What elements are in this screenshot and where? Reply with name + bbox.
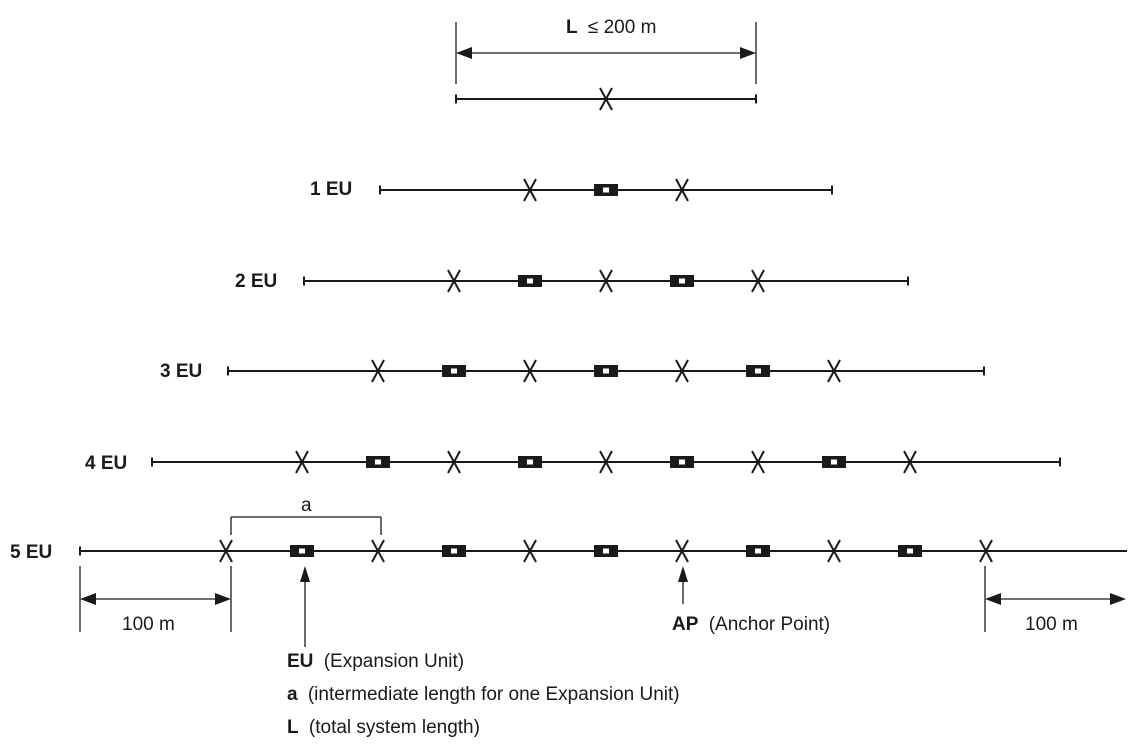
expansion-unit-slot — [299, 548, 305, 554]
legend-item-eu: EU (Expansion Unit) — [287, 651, 464, 672]
top-dimension-value: ≤ 200 m — [588, 17, 657, 38]
anchor-cross-icon — [523, 359, 537, 383]
expansion-unit-slot — [603, 548, 609, 554]
anchor-cross-icon — [599, 87, 613, 111]
arrow-right-icon — [740, 47, 756, 59]
top-dimension: L ≤ 200 m — [455, 17, 757, 84]
legend-symbol-l: L — [287, 717, 299, 738]
expansion-unit-slot — [679, 278, 685, 284]
expansion-unit-slot — [527, 278, 533, 284]
arrow-left-icon — [80, 593, 96, 605]
expansion-unit-slot — [755, 368, 761, 374]
rows: 1 EU 2 EU 3 EU 4 EU 5 EU — [10, 178, 1127, 563]
row-label-4eu: 4 EU — [85, 453, 127, 474]
anchor-cross-icon — [295, 450, 309, 474]
anchor-point-text: (Anchor Point) — [709, 614, 830, 635]
expansion-unit-slot — [679, 459, 685, 465]
anchor-cross-icon — [599, 450, 613, 474]
expansion-unit-slot — [527, 459, 533, 465]
anchor-cross-icon — [675, 359, 689, 383]
expansion-unit-slot — [375, 459, 381, 465]
legend-item-l: L (total system length) — [287, 717, 480, 738]
system-row-4eu — [151, 450, 1061, 474]
system-row-5eu — [79, 539, 1127, 563]
anchor-cross-icon — [523, 178, 537, 202]
row-label-3eu: 3 EU — [160, 361, 202, 382]
anchor-cross-icon — [675, 178, 689, 202]
top-dimension-label: L ≤ 200 m — [566, 17, 656, 38]
end-zone-left: 100 m — [79, 566, 232, 635]
legend-text-a: (intermediate length for one Expansion U… — [308, 684, 680, 705]
arrow-left-icon — [985, 593, 1001, 605]
anchor-cross-icon — [827, 359, 841, 383]
expansion-unit-slot — [603, 187, 609, 193]
intermediate-length-bracket: a — [230, 495, 382, 535]
expansion-unit-slot — [907, 548, 913, 554]
legend: EU (Expansion Unit) a (intermediate leng… — [287, 651, 680, 738]
arrow-right-icon — [1110, 593, 1126, 605]
legend-text-l: (total system length) — [309, 717, 480, 738]
legend-item-a: a (intermediate length for one Expansion… — [287, 684, 680, 705]
end-zone-right-label: 100 m — [1025, 614, 1078, 635]
anchor-cross-icon — [903, 450, 917, 474]
anchor-cross-icon — [751, 269, 765, 293]
anchor-cross-icon — [675, 539, 689, 563]
base-line — [455, 87, 757, 111]
row-label-2eu: 2 EU — [235, 271, 277, 292]
anchor-cross-icon — [827, 539, 841, 563]
row-label-1eu: 1 EU — [310, 179, 352, 200]
top-dimension-symbol: L — [566, 17, 578, 38]
anchor-cross-icon — [979, 539, 993, 563]
arrow-right-icon — [215, 593, 231, 605]
ap-pointer: AP (Anchor Point) — [672, 566, 830, 635]
system-row-3eu — [227, 359, 985, 383]
intermediate-length-symbol: a — [301, 495, 312, 516]
anchor-cross-icon — [371, 359, 385, 383]
anchor-cross-icon — [751, 450, 765, 474]
expansion-unit-slot — [451, 548, 457, 554]
anchor-cross-icon — [447, 450, 461, 474]
eu-pointer — [300, 566, 310, 647]
end-zone-left-label: 100 m — [122, 614, 175, 635]
anchor-cross-icon — [599, 269, 613, 293]
legend-symbol-a: a — [287, 684, 298, 705]
system-row-2eu — [303, 269, 909, 293]
legend-symbol-eu: EU — [287, 651, 313, 672]
arrow-up-icon — [300, 566, 310, 582]
anchor-point-label: AP (Anchor Point) — [672, 614, 830, 635]
end-zone-right: 100 m — [984, 566, 1126, 635]
expansion-unit-slot — [755, 548, 761, 554]
legend-text-eu: (Expansion Unit) — [324, 651, 464, 672]
system-row-1eu — [379, 178, 833, 202]
expansion-unit-slot — [451, 368, 457, 374]
anchor-cross-icon — [447, 269, 461, 293]
anchor-cross-icon — [219, 539, 233, 563]
row-label-5eu: 5 EU — [10, 542, 52, 563]
expansion-unit-slot — [603, 368, 609, 374]
arrow-up-icon — [678, 566, 688, 582]
anchor-cross-icon — [523, 539, 537, 563]
anchor-cross-icon — [371, 539, 385, 563]
arrow-left-icon — [456, 47, 472, 59]
expansion-unit-slot — [831, 459, 837, 465]
anchor-point-symbol: AP — [672, 614, 699, 635]
